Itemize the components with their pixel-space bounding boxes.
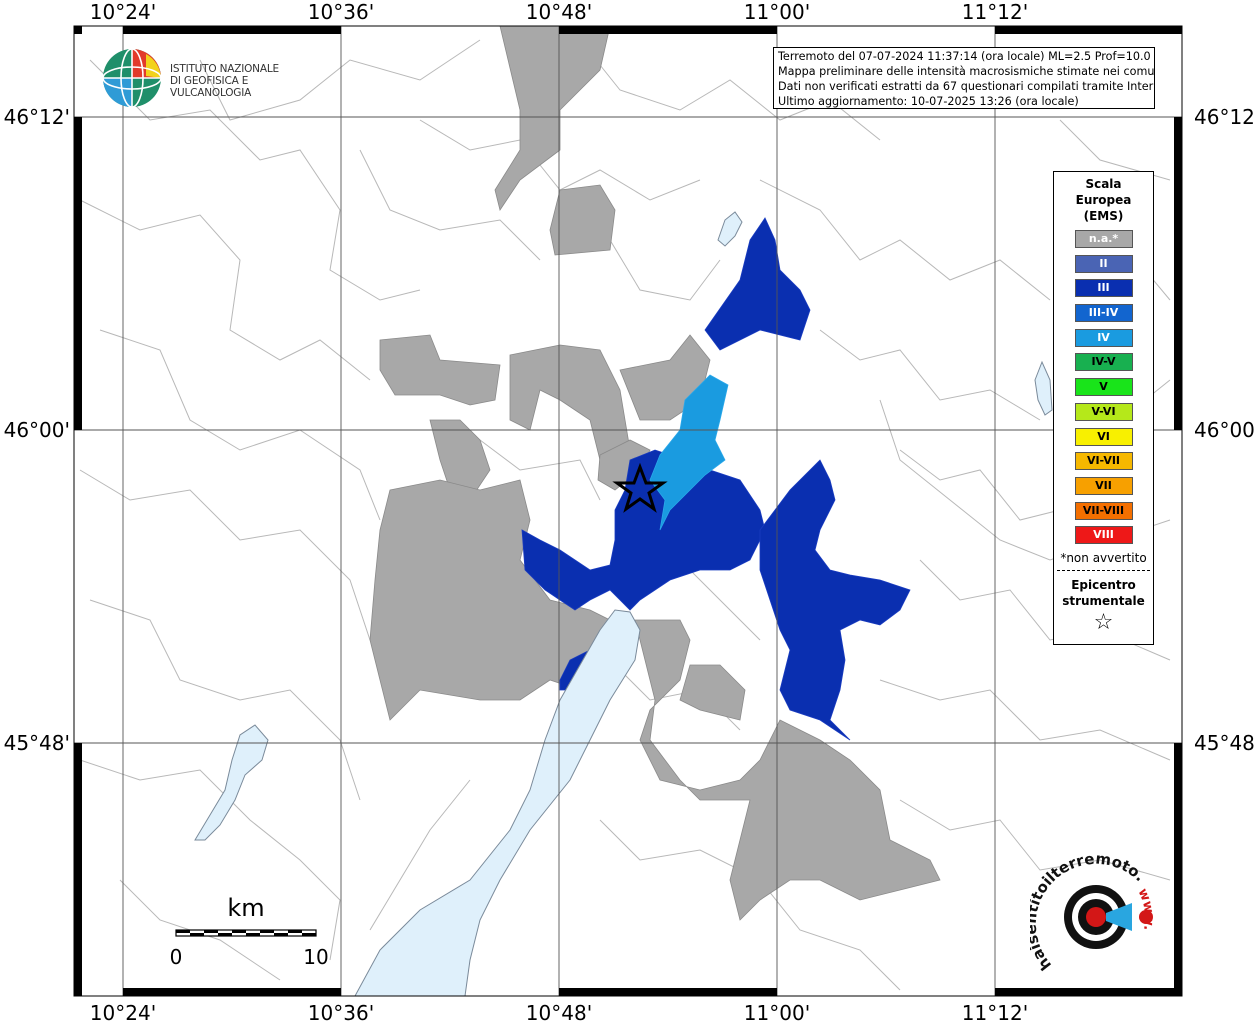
- legend-item: III-IV: [1074, 304, 1133, 323]
- event-info-line: Ultimo aggiornamento: 10-07-2025 13:26 (…: [778, 95, 1079, 108]
- lat-ticks-right: 46°12' 46°00' 45°48': [1194, 105, 1256, 755]
- legend-item: n.a.*: [1074, 230, 1133, 248]
- legend-item: V-VI: [1074, 402, 1133, 421]
- lon-tick: 10°36': [308, 0, 374, 24]
- municipal-borders: [79, 39, 1171, 991]
- hs-logo-url: www.: [1135, 886, 1157, 931]
- lake-small-north: [717, 211, 743, 247]
- lat-tick: 45°48': [4, 731, 70, 755]
- na-areas: [369, 25, 941, 921]
- haisentito-logo: haisentitoilterremoto.it www.: [1030, 855, 1157, 974]
- legend-epicenter-line: strumentale: [1062, 593, 1145, 608]
- lake-iseo: [194, 724, 269, 841]
- lat-ticks-left: 46°12' 46°00' 45°48': [4, 105, 70, 755]
- legend-item: IV-V: [1074, 353, 1133, 372]
- legend-item: V: [1074, 378, 1133, 397]
- legend-star-icon: ☆: [1093, 609, 1114, 635]
- frame-bars: [74, 26, 1182, 996]
- legend-title-line: (EMS): [1083, 209, 1124, 223]
- logo-line: DI GEOFISICA E VULCANOLOGIA: [170, 75, 252, 99]
- lat-tick: 46°12': [1194, 105, 1256, 129]
- scale-unit: km: [227, 894, 264, 922]
- lat-tick: 46°00': [1194, 418, 1256, 442]
- lon-tick: 11°00': [744, 1001, 810, 1024]
- ems-legend: Scala Europea (EMS) n.a.* II III III-IV IV IV…: [1053, 171, 1154, 645]
- lake-small-east: [1034, 360, 1053, 416]
- lon-tick: 10°36': [308, 1001, 374, 1024]
- megaphone-icon: [1106, 903, 1132, 931]
- legend-item: VI: [1074, 427, 1133, 446]
- intensity-iv-area: [649, 374, 729, 531]
- lon-tick: 10°48': [526, 0, 592, 24]
- lon-ticks-top: 10°24' 10°36' 10°48' 11°00' 11°12': [90, 0, 1028, 24]
- lat-tick: 46°00': [4, 418, 70, 442]
- event-info-line: Terremoto del 07-07-2024 11:37:14 (ora l…: [778, 50, 1155, 63]
- legend-note: *non avvertito: [1060, 550, 1147, 565]
- legend-title-line: Europea: [1075, 193, 1132, 207]
- legend-item: VII-VIII: [1074, 501, 1133, 520]
- scale-end: 10: [303, 945, 328, 969]
- lon-ticks-bottom: 10°24' 10°36' 10°48' 11°00' 11°12': [90, 1001, 1028, 1024]
- event-info-line: Mappa preliminare delle intensità macros…: [778, 65, 1155, 78]
- legend-title: Scala Europea (EMS): [1054, 176, 1153, 224]
- lon-tick: 10°24': [90, 0, 156, 24]
- event-info-line: Dati non verificati estratti da 67 quest…: [778, 80, 1155, 93]
- intensity-iii-areas: [521, 217, 911, 741]
- lat-tick: 45°48': [1194, 731, 1256, 755]
- ingv-logo-text: ISTITUTO NAZIONALE DI GEOFISICA E VULCAN…: [170, 63, 320, 99]
- legend-items: n.a.* II III III-IV IV IV-V V V-VI VI VI-VII VII VI…: [1054, 230, 1153, 545]
- logo-line: ISTITUTO NAZIONALE: [170, 63, 279, 75]
- graticule: [74, 26, 1182, 996]
- lon-tick: 11°00': [744, 0, 810, 24]
- legend-epicenter-label: Epicentro strumentale: [1054, 577, 1153, 609]
- lat-tick: 46°12': [4, 105, 70, 129]
- event-info-box: Terremoto del 07-07-2024 11:37:14 (ora l…: [773, 47, 1155, 109]
- question-badge-icon: [1139, 910, 1153, 924]
- legend-item: VIII: [1074, 526, 1133, 545]
- legend-item: VII: [1074, 476, 1133, 495]
- legend-item: II: [1074, 254, 1133, 273]
- lon-tick: 11°12': [962, 1001, 1028, 1024]
- legend-divider: [1057, 569, 1150, 571]
- legend-title-line: Scala: [1085, 177, 1122, 191]
- scale-start: 0: [170, 945, 183, 969]
- ingv-logo: ISTITUTO NAZIONALE DI GEOFISICA E VULCAN…: [100, 46, 320, 110]
- legend-item: IV: [1074, 328, 1133, 347]
- scale-bar: km 0 10: [170, 894, 329, 969]
- lon-tick: 10°24': [90, 1001, 156, 1024]
- lon-tick: 11°12': [962, 0, 1028, 24]
- legend-epicenter-line: Epicentro: [1071, 577, 1136, 592]
- globe-icon: [102, 48, 162, 108]
- lon-tick: 10°48': [526, 1001, 592, 1024]
- lake-garda: [354, 609, 641, 997]
- legend-item: III: [1074, 279, 1133, 298]
- epicenter-star-icon[interactable]: [612, 462, 668, 513]
- legend-item: VI-VII: [1074, 452, 1133, 471]
